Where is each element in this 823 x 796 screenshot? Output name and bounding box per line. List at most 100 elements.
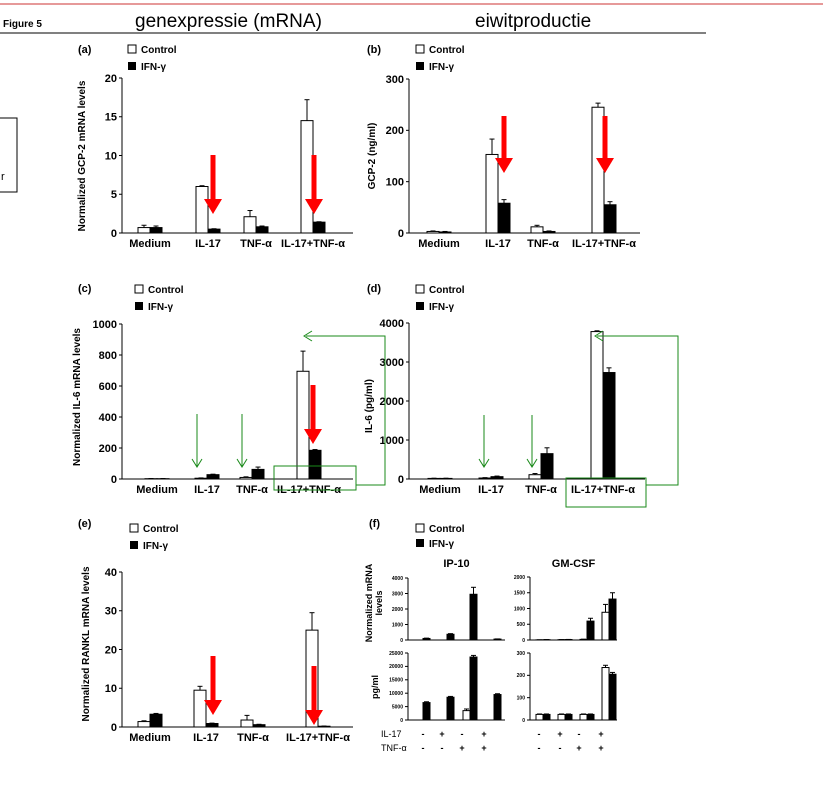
chart-f3: 0 5000 10000 15000 20000 25000 pg/ml xyxy=(370,651,505,724)
y-tick-label-e: 0 xyxy=(111,722,117,734)
y-tick-label-d: 0 xyxy=(398,474,404,486)
condition-label-il17: IL-17 xyxy=(381,729,402,739)
bar-b-ifn-0 xyxy=(438,231,452,234)
legend-swatch-ifn-a xyxy=(128,62,136,70)
condition-tnf-1-2: + xyxy=(576,743,581,753)
bar-c-ifn-2 xyxy=(251,468,265,480)
bar-d-ifn-3 xyxy=(602,372,616,480)
legend-swatch-ifn-e xyxy=(130,541,138,549)
y-tick-label-a: 15 xyxy=(105,112,117,124)
legend-label-control-a: Control xyxy=(141,45,177,56)
y-tick-label-b: 0 xyxy=(398,228,404,240)
y-axis-label-a: Normalized GCP-2 mRNA levels xyxy=(77,80,88,231)
bar-e-control-0 xyxy=(137,721,151,728)
y-axis-label-b: GCP-2 (ng/ml) xyxy=(367,123,378,190)
y-tick-label-f2: 1500 xyxy=(514,591,525,597)
y-tick-label-f3: 20000 xyxy=(389,664,403,670)
bar-a-ifn-0 xyxy=(149,227,163,234)
bar-d-control-2 xyxy=(528,474,542,480)
y-tick-label-f1: 3000 xyxy=(392,591,403,597)
category-label-a: IL-17 xyxy=(195,238,221,250)
bar-f2-ifn-3 xyxy=(608,598,617,641)
green-connector-c xyxy=(306,335,386,486)
y-tick-label-f1: 2000 xyxy=(392,607,403,613)
green-connector-head-c xyxy=(303,330,313,342)
legend-label-control-f: Control xyxy=(429,524,465,535)
category-label-a: Medium xyxy=(129,238,171,250)
chart-c: 0 200 400 600 800 1000 Normalized IL-6 mRNA le… xyxy=(72,283,353,496)
bar-f4-ifn-0 xyxy=(542,713,551,721)
bar-d-control-3 xyxy=(590,331,604,480)
condition-tnf-0-3: + xyxy=(481,743,486,753)
category-label-a: IL-17+TNF-α xyxy=(281,238,345,250)
bar-e-control-1 xyxy=(193,689,207,728)
bar-d-ifn-1 xyxy=(490,476,504,480)
legend-label-ifn-e: IFN-γ xyxy=(143,541,168,552)
bar-e-ifn-1 xyxy=(205,723,219,728)
bar-f1-ifn-2 xyxy=(469,593,478,641)
legend-label-ifn-d: IFN-γ xyxy=(429,302,454,313)
y-tick-label-b: 300 xyxy=(386,74,404,86)
panel-label-a: (a) xyxy=(78,44,92,56)
panel-label-e: (e) xyxy=(78,518,92,530)
y-tick-label-f2: 1000 xyxy=(514,606,525,612)
bar-f3-ifn-0 xyxy=(422,702,431,721)
bar-a-ifn-2 xyxy=(255,226,269,234)
legend-swatch-ifn-d xyxy=(416,302,424,310)
y-tick-label-a: 5 xyxy=(111,189,117,201)
category-label-e: Medium xyxy=(129,732,171,744)
red-arrow-head-b-combo xyxy=(596,158,614,173)
header-mrna: genexpressie (mRNA) xyxy=(135,11,322,32)
red-arrow-head-e-combo xyxy=(305,710,323,725)
y-tick-label-f4: 0 xyxy=(522,718,525,724)
legend-swatch-control-d xyxy=(415,284,425,294)
category-label-b: IL-17+TNF-α xyxy=(572,238,636,250)
y-tick-label-c: 600 xyxy=(99,381,117,393)
bar-c-ifn-1 xyxy=(206,474,220,480)
y-tick-label-c: 1000 xyxy=(93,319,117,331)
bar-f4-control-0 xyxy=(535,713,544,721)
red-arrow-head-c-combo xyxy=(304,429,322,444)
category-label-b: IL-17 xyxy=(485,238,511,250)
y-tick-label-f3: 25000 xyxy=(389,651,403,657)
y-tick-label-f2: 0 xyxy=(522,638,525,644)
y-axis-label-f3: pg/ml xyxy=(370,675,380,699)
category-label-c: TNF-α xyxy=(236,484,268,496)
y-tick-label-f3: 15000 xyxy=(389,678,403,684)
category-label-d: IL-17 xyxy=(478,484,504,496)
legend-label-ifn-b: IFN-γ xyxy=(429,62,454,73)
bar-f3-ifn-2 xyxy=(469,656,478,721)
figure-label: Figure 5 xyxy=(3,19,42,30)
green-arrow-head-d-il17 xyxy=(478,458,490,468)
condition-il17-0-2: - xyxy=(461,729,464,739)
green-box-d xyxy=(565,477,647,508)
bar-f4-control-1 xyxy=(557,713,566,721)
bar-f3-control-2 xyxy=(462,710,471,721)
condition-il17-1-1: + xyxy=(557,729,562,739)
category-label-e: IL-17 xyxy=(193,732,219,744)
chart-f4: 0 100 200 300 xyxy=(517,651,617,724)
y-tick-label-c: 400 xyxy=(99,412,117,424)
legend-swatch-control-f xyxy=(415,523,425,533)
chart-b: 0 100 200 300 GCP-2 (ng/ml) Medium IL-17 TNF-α I… xyxy=(367,44,640,250)
green-connector-d xyxy=(597,335,679,486)
bar-b-control-2 xyxy=(530,226,544,234)
bar-c-ifn-3 xyxy=(308,449,322,480)
bar-a-ifn-3 xyxy=(312,221,326,234)
condition-tnf-1-0: - xyxy=(538,743,541,753)
legend-swatch-ifn-f xyxy=(416,539,424,547)
stray-box xyxy=(0,117,18,193)
green-arrow-head-c-tnf xyxy=(236,458,248,468)
y-tick-label-c: 200 xyxy=(99,443,117,455)
bar-d-control-1 xyxy=(478,477,492,480)
bar-a-control-2 xyxy=(243,216,257,234)
y-tick-label-f3: 10000 xyxy=(389,691,403,697)
red-arrow-head-b-il17 xyxy=(495,158,513,173)
category-label-d: TNF-α xyxy=(525,484,557,496)
y-tick-label-e: 10 xyxy=(105,683,117,695)
legend-swatch-control-e xyxy=(129,523,139,533)
y-axis-label-f1: levels xyxy=(374,590,384,615)
chart-d: 0 1000 2000 3000 4000 IL-6 (pg/ml) Medium IL-17… xyxy=(364,283,645,496)
bar-f4-ifn-1 xyxy=(564,713,573,721)
bar-b-ifn-2 xyxy=(542,230,556,234)
